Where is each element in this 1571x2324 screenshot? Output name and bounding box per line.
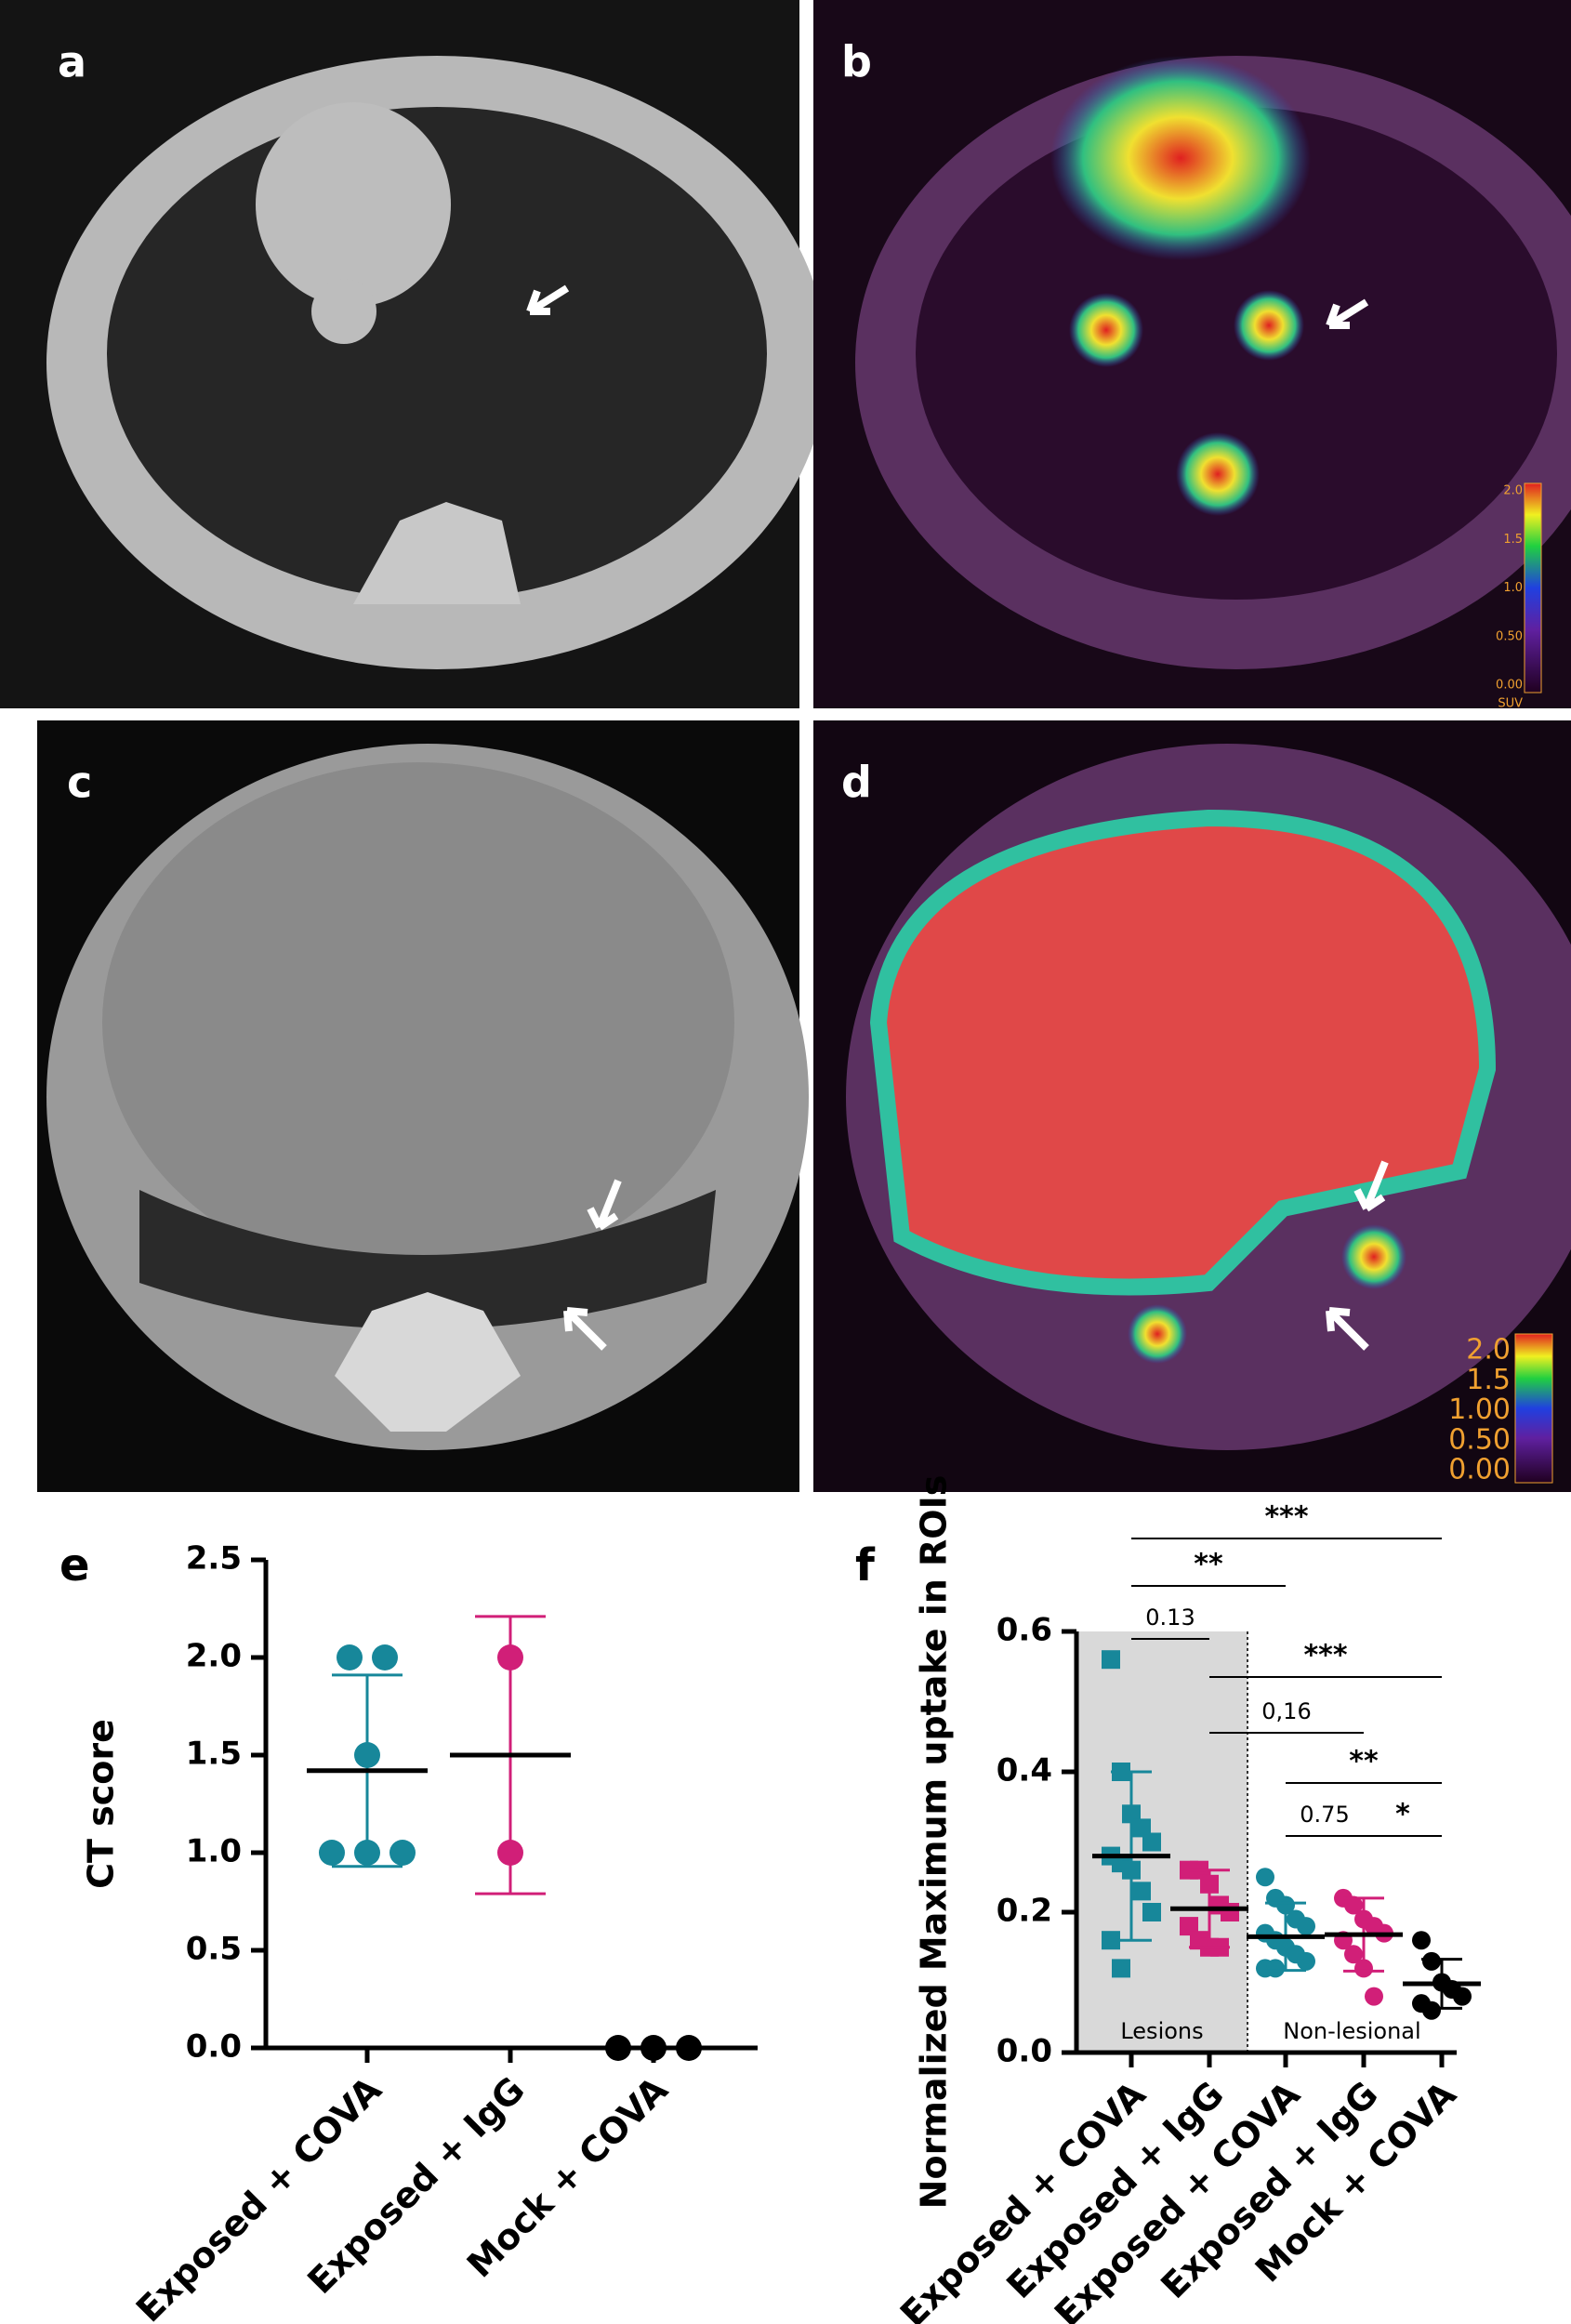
region-label: Lesions [1120, 2018, 1203, 2044]
y-axis-label: Normalized Maximum uptake in ROIs [914, 1475, 955, 2210]
point [1297, 1917, 1315, 1936]
colorbar-label: 1.5 [1503, 533, 1523, 547]
point [389, 1840, 416, 1866]
colorbar-label: 0.50 [1448, 1423, 1511, 1456]
point [372, 1644, 398, 1670]
point [1142, 1903, 1161, 1921]
panel-b: b [813, 0, 1571, 708]
colorbar-label: 0.00 [1448, 1454, 1511, 1486]
point [1221, 1903, 1239, 1921]
panel-label: e [59, 1539, 90, 1591]
colorbar-label: 0.00 [1496, 679, 1523, 693]
panel-d: d [813, 720, 1571, 1492]
point [1180, 1917, 1198, 1936]
y-tick-label: 0.2 [997, 1893, 1052, 1930]
y-tick-label: 0.5 [186, 1931, 242, 1968]
point [1365, 1987, 1383, 2006]
point [319, 1840, 345, 1866]
point [1422, 1951, 1441, 1971]
y-tick-label: 1.0 [186, 1833, 242, 1870]
panel-c: c [37, 720, 809, 1492]
panel-label: d [841, 758, 872, 808]
y-tick-label: 0.4 [997, 1752, 1052, 1789]
region-label: Non-lesional [1283, 2018, 1420, 2044]
colorbar-label: 1.0 [1503, 581, 1523, 595]
y-tick-label: 1.5 [186, 1736, 242, 1773]
colorbar-label: 2.0 [1466, 1334, 1511, 1367]
point [337, 1644, 363, 1670]
y-axis-label: CT score [81, 1719, 122, 1889]
colorbar-label: SUV [1498, 697, 1523, 711]
comparison-label: 0.13 [1145, 1604, 1195, 1631]
panel-label: a [58, 37, 86, 87]
comparison-label: *** [1264, 1501, 1308, 1534]
panel-a: a [0, 0, 827, 708]
comparison-label: * [1395, 1799, 1410, 1831]
point [1102, 1650, 1120, 1670]
colorbar-label: 1.00 [1448, 1393, 1511, 1426]
point [1132, 1818, 1151, 1838]
point [1112, 1959, 1130, 1978]
point [1256, 1868, 1274, 1887]
y-tick-label: 0.0 [997, 2033, 1052, 2070]
point [1266, 1959, 1285, 1978]
y-tick-label: 0.6 [997, 1612, 1052, 1649]
comparison-label: *** [1303, 1640, 1347, 1672]
panel-label: c [67, 758, 92, 808]
x-tick-label: Exposed + COVA [128, 2068, 389, 2324]
comparison-label: ** [1194, 1549, 1223, 1581]
point [1422, 2000, 1441, 2020]
point [1132, 1882, 1151, 1901]
point [1453, 1987, 1472, 2006]
point [1344, 1895, 1363, 1915]
region-shade [1076, 1631, 1248, 2053]
point [1142, 1832, 1161, 1852]
comparison-label: ** [1349, 1746, 1379, 1778]
comparison-label: 0.75 [1300, 1802, 1349, 1828]
y-tick-label: 0.0 [186, 2028, 242, 2066]
panel-label: b [841, 37, 872, 87]
y-tick-label: 2.5 [186, 1540, 242, 1578]
colorbar-label: 0.50 [1496, 629, 1523, 643]
comparison-label: 0,16 [1261, 1698, 1311, 1724]
panel-label: f [855, 1539, 876, 1591]
point [1344, 1945, 1363, 1964]
colorbar-label: 1.5 [1466, 1364, 1511, 1396]
point [1412, 1931, 1431, 1950]
colorbar-label: 2.0 [1503, 484, 1523, 498]
point [1297, 1951, 1315, 1971]
y-tick-label: 2.0 [186, 1638, 242, 1675]
